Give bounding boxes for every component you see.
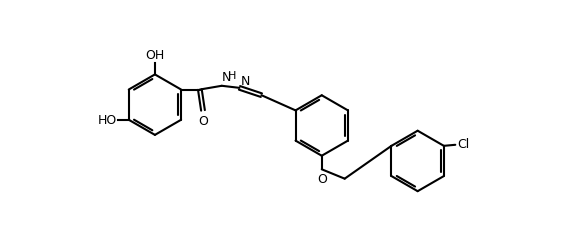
Text: N: N: [241, 75, 250, 87]
Text: O: O: [198, 115, 208, 128]
Text: Cl: Cl: [457, 138, 469, 151]
Text: H: H: [228, 71, 236, 81]
Text: HO: HO: [97, 114, 117, 127]
Text: O: O: [317, 173, 326, 186]
Text: N: N: [222, 71, 231, 84]
Text: OH: OH: [145, 49, 164, 62]
